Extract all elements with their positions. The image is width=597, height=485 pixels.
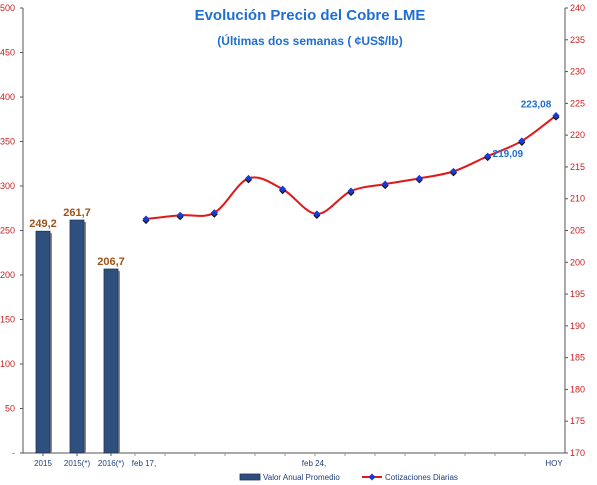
daily-price-line <box>145 114 557 221</box>
right-axis-tick-label: 175 <box>570 416 585 426</box>
bar-value-label: 261,7 <box>63 207 91 219</box>
bar-value-label: 206,7 <box>97 256 125 268</box>
right-axis-tick-label: 230 <box>570 67 585 77</box>
left-axis-tick-label: 50 <box>5 404 15 414</box>
right-axis-tick-label: 190 <box>570 321 585 331</box>
left-axis-tick-label: 350 <box>0 137 15 147</box>
point-marker <box>142 215 150 223</box>
right-axis-tick-label: 195 <box>570 289 585 299</box>
chart-title: Evolución Precio del Cobre LME <box>195 7 426 24</box>
axes-group: - 50 100 150 200 250 300 350 400 450 500 170 175 180 1… <box>0 3 585 458</box>
left-axis-tick-label: 500 <box>0 3 15 13</box>
bar <box>35 230 51 454</box>
right-axis-tick-label: 185 <box>570 353 585 363</box>
left-axis-tick-label: 250 <box>0 226 15 236</box>
right-axis-tick-label: 170 <box>570 448 585 458</box>
x-tick-label: HOY <box>545 459 563 468</box>
legend-line-label: Cotizaciones Diarias <box>385 473 458 482</box>
x-tick-label: feb 17, <box>132 459 156 468</box>
x-tick-label: 2016(*) <box>98 459 125 468</box>
right-axis-tick-label: 220 <box>570 130 585 140</box>
left-axis-tick-label: 300 <box>0 181 15 191</box>
legend-bar-swatch <box>239 473 261 481</box>
right-axis-tick-label: 240 <box>570 3 585 13</box>
point-marker <box>279 185 287 193</box>
chart-subtitle: (Últimas dos semanas ( ¢US$/lb) <box>217 33 402 48</box>
bar <box>69 219 85 454</box>
legend: Valor Anual Promedio Cotizaciones Diarias <box>239 473 458 482</box>
left-axis-tick-label: 150 <box>0 315 15 325</box>
x-tick-label: 2015(*) <box>64 459 91 468</box>
left-axis-tick-label: 400 <box>0 92 15 102</box>
left-axis-tick-label: 200 <box>0 270 15 280</box>
bar <box>103 268 119 454</box>
point-marker <box>415 174 423 182</box>
right-axis-tick-label: 210 <box>570 194 585 204</box>
line-series-group: 219,09 223,08 feb 17, feb 24, HOY <box>132 100 564 468</box>
point-marker <box>552 112 560 120</box>
right-axis-tick-label: 215 <box>570 162 585 172</box>
point-marker <box>484 152 492 160</box>
point-marker <box>313 210 321 218</box>
right-axis-tick-label: 235 <box>570 35 585 45</box>
point-marker <box>518 137 526 145</box>
point-marker <box>176 211 184 219</box>
point-value-label: 223,08 <box>521 100 552 111</box>
point-marker <box>244 174 253 182</box>
point-marker <box>347 187 355 195</box>
bars-group: 249,2 2015 261,7 2015(*) 206,7 2016(*) <box>29 207 125 468</box>
x-tick-label: 2015 <box>34 459 52 468</box>
x-tick-label: feb 24, <box>302 459 326 468</box>
left-axis-tick-label: 100 <box>0 359 15 369</box>
right-axis-tick-label: 225 <box>570 98 585 108</box>
point-marker <box>449 167 458 175</box>
point-marker <box>210 209 218 217</box>
bar-value-label: 249,2 <box>29 218 57 230</box>
point-marker <box>381 180 389 188</box>
legend-line-marker <box>368 473 376 481</box>
right-axis-tick-label: 205 <box>570 226 585 236</box>
left-axis-tick-label: 450 <box>0 48 15 58</box>
left-axis-tick-label: - <box>12 448 15 458</box>
right-axis-tick-label: 200 <box>570 257 585 267</box>
right-axis-tick-label: 180 <box>570 384 585 394</box>
legend-bar-label: Valor Anual Promedio <box>263 473 340 482</box>
point-value-label: 219,09 <box>493 149 524 160</box>
